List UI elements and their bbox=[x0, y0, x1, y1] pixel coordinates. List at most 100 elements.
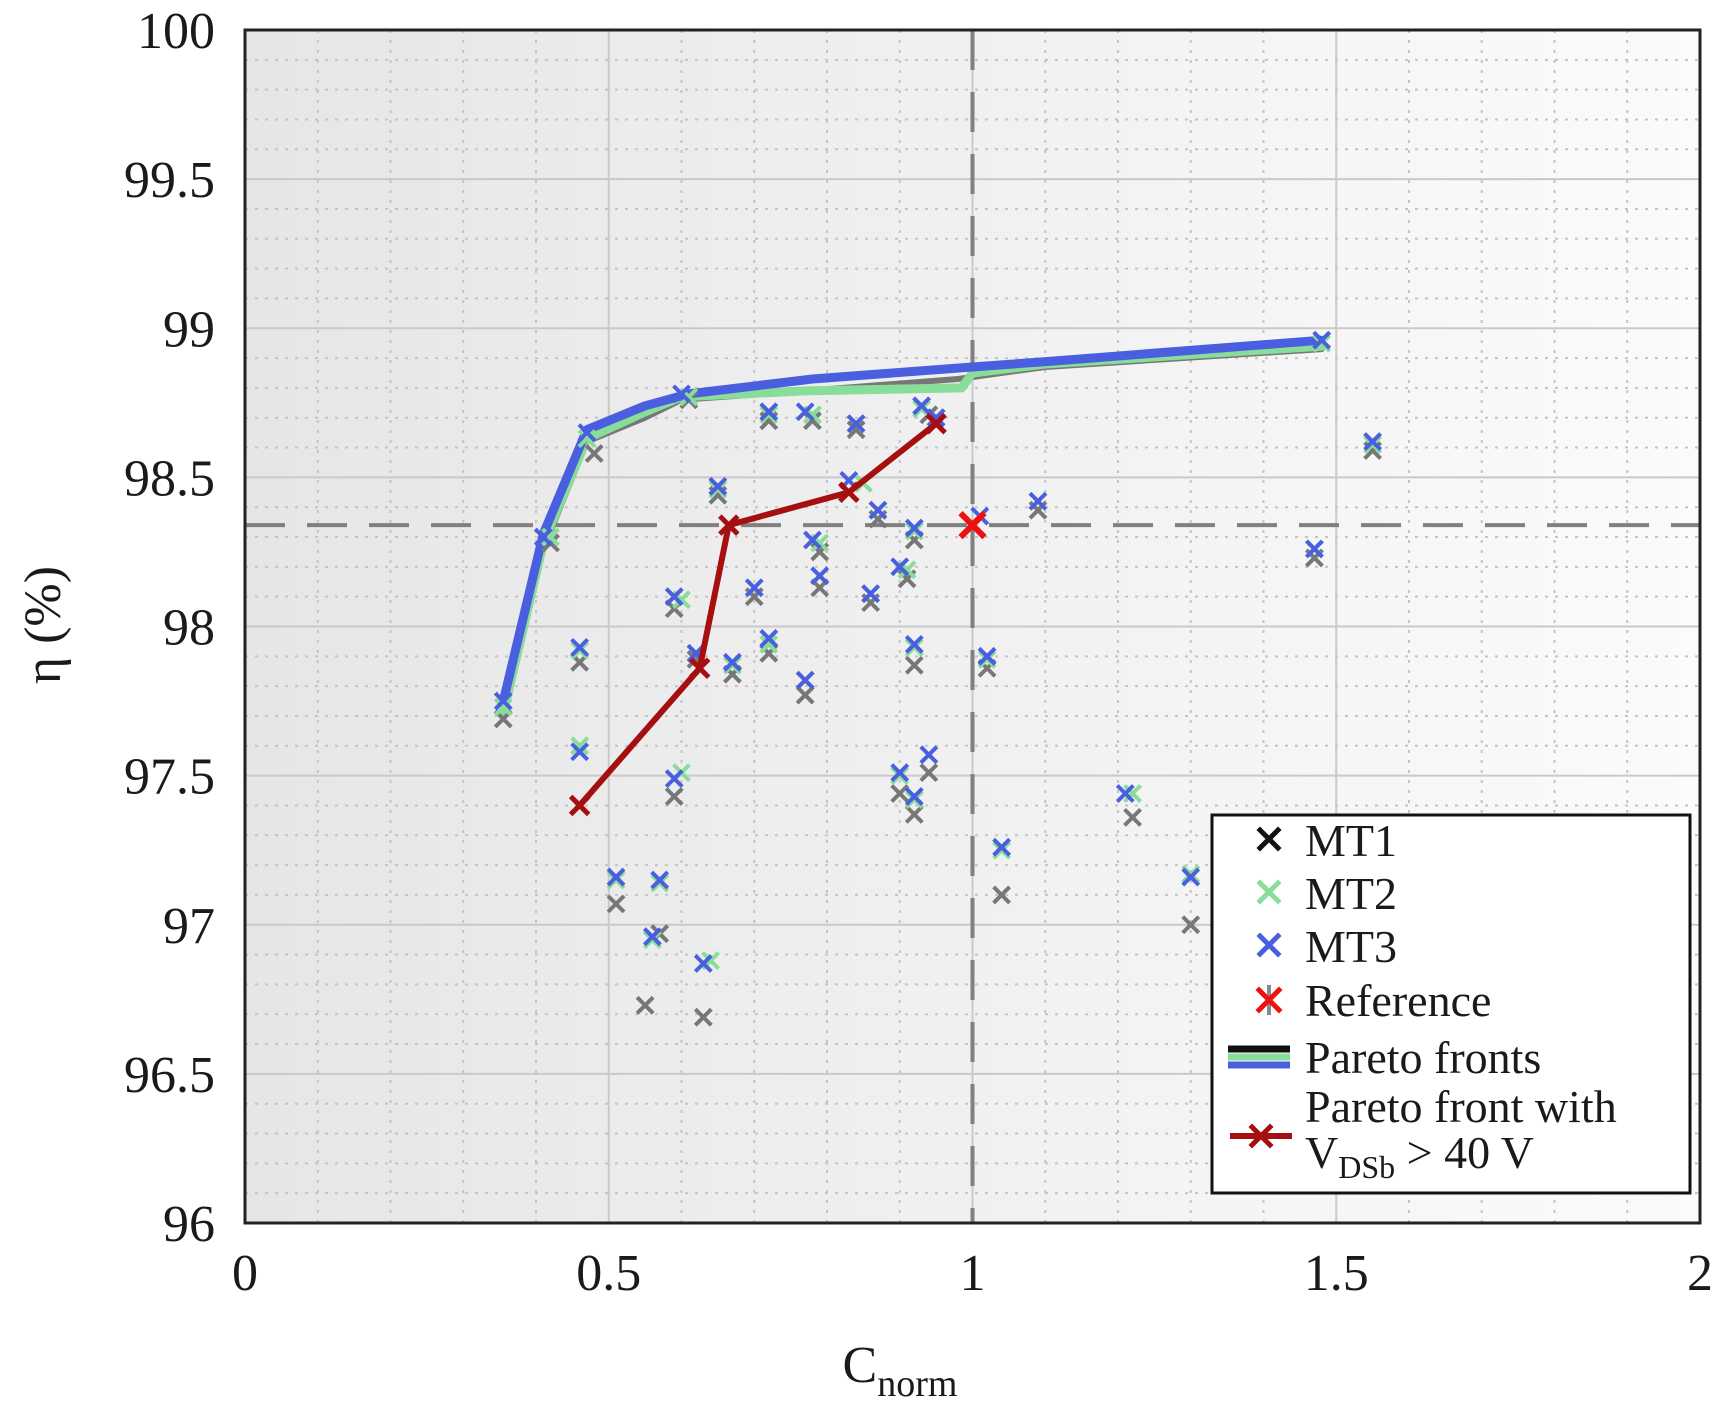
legend-label-mt1: MT1 bbox=[1305, 815, 1397, 866]
mt2-point-stroke-b bbox=[1181, 864, 1201, 884]
legend: MT1 MT2 MT3 Reference Pareto fronts bbox=[1210, 813, 1692, 1195]
plot-frame bbox=[243, 28, 1702, 1225]
y-tick-label: 99 bbox=[163, 301, 215, 358]
mt2-point bbox=[493, 697, 513, 717]
mt2-point-stroke-b bbox=[672, 590, 691, 610]
mt3-point-stroke-b bbox=[904, 518, 924, 538]
mt3-point bbox=[708, 476, 728, 496]
mt2-point-stroke-b bbox=[679, 387, 699, 407]
x-axis-label-main: C bbox=[843, 1337, 878, 1394]
mt3-point-stroke-b bbox=[664, 769, 684, 789]
legend-label-constrained-rest: > 40 V bbox=[1395, 1127, 1534, 1178]
mt3-point-stroke-b bbox=[723, 652, 742, 672]
mt3-point-stroke-b bbox=[1115, 784, 1135, 803]
constrained-front-point bbox=[838, 481, 860, 504]
mt1-point bbox=[904, 655, 924, 675]
mt2-point bbox=[904, 790, 924, 809]
mt3-point-stroke-b bbox=[577, 423, 597, 443]
mt3-point bbox=[744, 578, 764, 598]
mt3-point-stroke-b bbox=[795, 670, 815, 690]
legend-item-constrained-front: Pareto front with VDSb > 40 V bbox=[1230, 1081, 1617, 1185]
x-tick-label: 1 bbox=[960, 1245, 986, 1302]
mt3-point bbox=[992, 837, 1012, 857]
mt3-point bbox=[803, 530, 822, 550]
mt2-point bbox=[650, 873, 670, 893]
mt3-point bbox=[1312, 330, 1332, 350]
mt2-point bbox=[570, 736, 590, 756]
mt2-point bbox=[759, 634, 779, 654]
mt3-point bbox=[1305, 539, 1324, 559]
mt2-point bbox=[1123, 784, 1142, 803]
mt1-point bbox=[664, 787, 684, 806]
mt2-point bbox=[606, 870, 626, 890]
reference-point-stroke-b bbox=[958, 510, 987, 540]
scatter-markers bbox=[493, 330, 1383, 1027]
mt2-point-stroke-b bbox=[493, 697, 513, 717]
mt3-point bbox=[1115, 784, 1135, 803]
mt3-point bbox=[1181, 867, 1201, 887]
mt2-point-stroke-b bbox=[904, 521, 924, 541]
legend-label-constrained-subscript: DSb bbox=[1338, 1149, 1395, 1185]
tick-labels: 0 0.5 1 1.5 2 96 96.5 97 97.5 98 98.5 99 99.5 100 bbox=[124, 3, 1713, 1302]
x-tick-label: 0 bbox=[232, 1245, 258, 1302]
reference-point bbox=[958, 510, 987, 540]
mt2-point bbox=[642, 930, 662, 950]
mt2-point bbox=[904, 637, 924, 657]
mt1-point bbox=[904, 804, 924, 824]
mt3-point-stroke-b bbox=[904, 787, 924, 806]
mt2-point bbox=[759, 405, 779, 425]
legend-marker-mt2 bbox=[1256, 879, 1282, 905]
mt1-point bbox=[795, 685, 815, 705]
mt2-point-stroke-b bbox=[1363, 435, 1383, 454]
mt3-point-stroke-b bbox=[744, 578, 764, 598]
mt3-point-stroke-b bbox=[795, 402, 815, 422]
mt3-point-stroke-b bbox=[650, 870, 670, 890]
legend-marker-reference bbox=[1255, 986, 1283, 1014]
pareto-fronts bbox=[498, 335, 1327, 722]
mt2-point-stroke-b bbox=[642, 930, 662, 950]
mt2-point bbox=[570, 640, 590, 660]
legend-item-mt1: MT1 bbox=[1256, 815, 1397, 866]
legend-label-constrained-line1: Pareto front with bbox=[1305, 1081, 1617, 1132]
mt2-point bbox=[992, 840, 1012, 860]
mt1-point-stroke-b bbox=[795, 685, 815, 705]
mt3-point-stroke-b bbox=[919, 745, 939, 765]
legend-marker-constrained bbox=[1248, 1123, 1274, 1149]
mt3-point bbox=[904, 634, 924, 654]
mt1-point bbox=[635, 995, 655, 1015]
pareto-front-line bbox=[498, 335, 1327, 706]
mt3-point bbox=[533, 527, 553, 547]
mt3-point bbox=[606, 867, 626, 887]
mt3-point bbox=[926, 408, 946, 428]
mt2-point bbox=[1181, 864, 1201, 884]
mt3-point bbox=[672, 384, 691, 404]
mt1-point-stroke-b bbox=[693, 1007, 713, 1027]
mt2-point-stroke-b bbox=[810, 533, 830, 553]
x-tick-label: 0.5 bbox=[576, 1245, 641, 1302]
mt2-point-stroke-b bbox=[1123, 784, 1142, 803]
mt3-point-stroke-b bbox=[1363, 432, 1383, 451]
y-tick-label: 100 bbox=[137, 3, 215, 60]
mt2-point bbox=[577, 429, 597, 449]
constrained-front-point-stroke-b bbox=[718, 514, 740, 536]
mt1-point-stroke-b bbox=[904, 655, 924, 675]
mt2-point bbox=[904, 521, 924, 541]
mt3-point-stroke-b bbox=[708, 476, 728, 496]
mt1-point-stroke-b bbox=[890, 784, 910, 803]
mt2-point-stroke-b bbox=[708, 479, 728, 499]
mt3-point-stroke-b bbox=[664, 587, 684, 607]
legend-item-mt2: MT2 bbox=[1256, 868, 1397, 919]
constrained-front-point-stroke-b bbox=[925, 412, 947, 435]
mt3-point bbox=[868, 500, 888, 520]
y-axis-label: η (%) bbox=[15, 566, 72, 684]
mt3-point bbox=[723, 652, 742, 672]
mt3-point bbox=[919, 745, 939, 765]
y-tick-label: 98 bbox=[163, 600, 215, 657]
mt2-point bbox=[912, 399, 931, 419]
x-tick-label: 1.5 bbox=[1304, 1245, 1369, 1302]
mt2-point-stroke-b bbox=[541, 527, 560, 547]
mt3-point-stroke-b bbox=[992, 837, 1012, 857]
mt3-point bbox=[493, 691, 513, 711]
mt3-point-stroke-b bbox=[493, 691, 513, 711]
